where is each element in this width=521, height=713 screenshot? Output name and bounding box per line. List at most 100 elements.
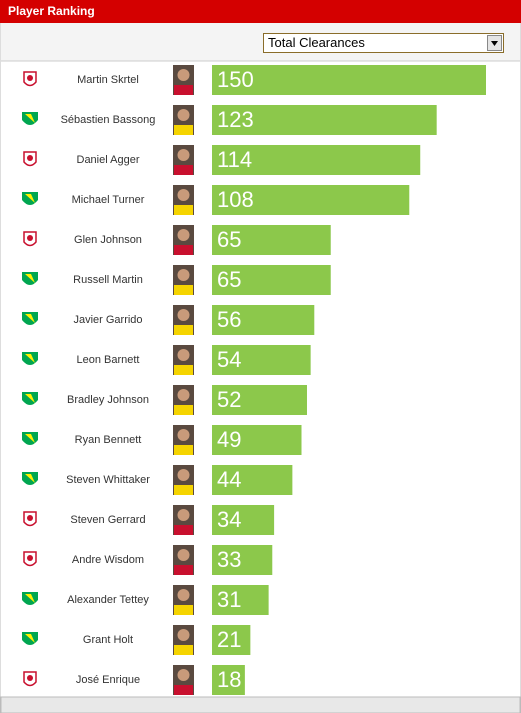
- value-label: 65: [217, 227, 241, 252]
- crest-bird: [25, 314, 35, 323]
- stat-dropdown[interactable]: Total Clearances: [263, 33, 504, 53]
- photo-face: [177, 389, 190, 401]
- value-label: 18: [217, 667, 241, 692]
- player-name: Javier Garrido: [73, 314, 142, 326]
- player-row: Glen Johnson: [23, 225, 194, 255]
- player-row: Sébastien Bassong: [22, 105, 194, 135]
- photo-shirt: [174, 445, 193, 455]
- player-name: José Enrique: [76, 674, 140, 686]
- crest-bird: [25, 474, 35, 483]
- crest-bird: [27, 555, 33, 561]
- photo-shirt: [174, 605, 193, 615]
- player-name: Steven Whittaker: [66, 474, 150, 486]
- value-label: 150: [217, 67, 254, 92]
- photo-shirt: [174, 245, 193, 255]
- player-name: Glen Johnson: [74, 234, 142, 246]
- header-bar: [0, 0, 521, 23]
- photo-shirt: [174, 365, 193, 375]
- crest-bird: [27, 75, 33, 81]
- player-name: Martin Skrtel: [77, 74, 139, 86]
- photo-face: [177, 229, 190, 241]
- player-row: Russell Martin: [22, 265, 194, 295]
- photo-shirt: [174, 85, 193, 95]
- photo-shirt: [174, 485, 193, 495]
- crest-bird: [25, 354, 35, 363]
- player-name: Leon Barnett: [77, 354, 140, 366]
- value-label: 44: [217, 467, 241, 492]
- dropdown-value[interactable]: Total Clearances: [268, 35, 365, 50]
- player-name: Andre Wisdom: [72, 554, 144, 566]
- player-name: Michael Turner: [72, 194, 145, 206]
- player-name: Ryan Bennett: [75, 434, 142, 446]
- player-row: Ryan Bennett: [22, 425, 194, 455]
- bar: [212, 665, 245, 695]
- crest-bird: [27, 155, 33, 161]
- player-row: José Enrique: [23, 665, 194, 695]
- value-label: 34: [217, 507, 241, 532]
- bar: [212, 425, 302, 455]
- bar: [212, 225, 331, 255]
- crest-bird: [25, 594, 35, 603]
- photo-face: [177, 309, 190, 321]
- value-label: 33: [217, 547, 241, 572]
- photo-shirt: [174, 205, 193, 215]
- bar: [212, 625, 251, 655]
- player-row: Bradley Johnson: [22, 385, 194, 415]
- player-name: Grant Holt: [83, 634, 133, 646]
- bar: [212, 465, 293, 495]
- footer-bar: [0, 696, 521, 713]
- photo-shirt: [174, 565, 193, 575]
- crest-bird: [27, 235, 33, 241]
- photo-face: [177, 189, 190, 201]
- bar: [212, 345, 311, 375]
- photo-shirt: [174, 325, 193, 335]
- photo-face: [177, 549, 190, 561]
- dropdown-arrow: [491, 41, 498, 46]
- bar: [212, 145, 421, 175]
- photo-shirt: [174, 125, 193, 135]
- player-row: Michael Turner: [22, 185, 194, 215]
- player-name: Bradley Johnson: [67, 394, 149, 406]
- player-row: Grant Holt: [22, 625, 194, 655]
- bar: [212, 185, 410, 215]
- photo-face: [177, 149, 190, 161]
- photo-face: [177, 429, 190, 441]
- bar: [212, 545, 273, 575]
- bar: [212, 305, 315, 335]
- bar: [212, 385, 307, 415]
- crest-bird: [25, 634, 35, 643]
- photo-face: [177, 589, 190, 601]
- player-name: Sébastien Bassong: [61, 114, 156, 126]
- crest-bird: [25, 394, 35, 403]
- player-row: Andre Wisdom: [23, 545, 194, 575]
- player-name: Russell Martin: [73, 274, 143, 286]
- bar: [212, 65, 486, 95]
- bar: [212, 505, 275, 535]
- photo-shirt: [174, 405, 193, 415]
- photo-face: [177, 349, 190, 361]
- crest-bird: [27, 675, 33, 681]
- value-label: 114: [217, 147, 252, 172]
- photo-face: [177, 509, 190, 521]
- player-row: Steven Whittaker: [22, 465, 194, 495]
- value-label: 31: [217, 587, 241, 612]
- photo-shirt: [174, 165, 193, 175]
- photo-face: [177, 109, 190, 121]
- photo-face: [177, 269, 190, 281]
- photo-face: [177, 629, 190, 641]
- player-row: Martin Skrtel: [23, 65, 194, 95]
- dropdown-box[interactable]: [263, 33, 504, 53]
- value-label: 123: [217, 107, 254, 132]
- crest-bird: [25, 194, 35, 203]
- value-label: 21: [217, 627, 241, 652]
- photo-face: [177, 69, 190, 81]
- photo-shirt: [174, 525, 193, 535]
- player-name: Daniel Agger: [77, 154, 140, 166]
- crest-bird: [25, 114, 35, 123]
- value-label: 108: [217, 187, 254, 212]
- crest-bird: [25, 274, 35, 283]
- value-label: 52: [217, 387, 241, 412]
- bar: [212, 265, 331, 295]
